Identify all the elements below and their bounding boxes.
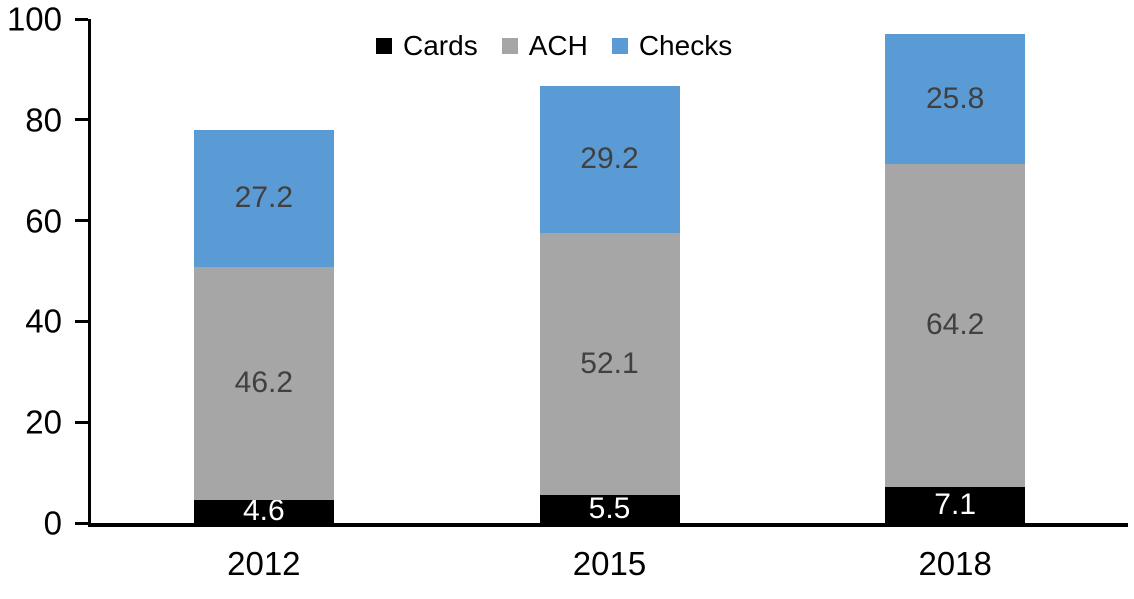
legend-swatch-icon <box>611 38 628 54</box>
bar-2018: 7.1 64.2 25.8 <box>885 19 1026 523</box>
bar-2015: 5.5 52.1 29.2 <box>539 19 680 526</box>
bar-segment-cards: 7.1 <box>885 487 1026 523</box>
legend-item-ach: ACH <box>501 30 588 61</box>
bar-segment-checks: 25.8 <box>885 33 1026 164</box>
x-tick-label: 2018 <box>918 545 992 582</box>
bar-value-label: 25.8 <box>925 81 985 115</box>
y-tick-label: 80 <box>25 101 62 139</box>
legend-label: Checks <box>638 30 733 61</box>
x-axis-line <box>88 523 1128 527</box>
bar-value-label: 29.2 <box>580 142 639 176</box>
plot-area: 0 20 40 60 80 100 4.6 46.2 27.2 5.5 52.1 29.2 7.1 64.… <box>7 3 1128 540</box>
bar-segment-cards: 5.5 <box>539 492 680 526</box>
x-tick-label: 2012 <box>227 545 301 582</box>
y-tick <box>75 420 88 424</box>
bar-segment-checks: 29.2 <box>539 85 680 233</box>
legend-label: ACH <box>528 30 588 61</box>
y-tick-label: 60 <box>25 202 62 240</box>
y-tick <box>75 118 88 122</box>
legend-swatch-icon <box>376 38 392 54</box>
bar-segment-ach: 46.2 <box>193 266 334 500</box>
y-axis-line <box>88 19 91 527</box>
legend-swatch-icon <box>501 38 518 54</box>
bar-value-label: 52.1 <box>580 346 639 380</box>
bar-value-label: 27.2 <box>234 181 294 215</box>
bar-segment-ach: 52.1 <box>539 232 680 496</box>
bar-segment-checks: 27.2 <box>193 129 334 267</box>
legend-item-checks: Checks <box>611 30 733 61</box>
bar-segment-ach: 64.2 <box>885 163 1026 488</box>
y-tick-label: 0 <box>43 504 62 542</box>
bar-value-label: 64.2 <box>925 308 985 342</box>
y-tick <box>75 219 88 223</box>
bar-value-label: 7.1 <box>934 488 977 522</box>
chart-legend: Cards ACH Checks <box>376 32 732 60</box>
y-tick-label: 40 <box>25 302 62 340</box>
y-tick-label: 100 <box>6 0 62 38</box>
y-tick <box>75 319 88 323</box>
y-tick <box>75 521 88 525</box>
bar-value-label: 4.6 <box>242 494 285 528</box>
bar-segment-cards: 4.6 <box>193 496 334 526</box>
bar-value-label: 46.2 <box>234 366 294 400</box>
y-tick-label: 20 <box>25 403 62 441</box>
legend-label: Cards <box>403 30 478 61</box>
legend-item-cards: Cards <box>376 32 478 60</box>
x-tick-label: 2015 <box>572 545 647 582</box>
bar-2012: 4.6 46.2 27.2 <box>193 19 334 526</box>
x-axis-labels: 2012 2015 2018 <box>91 547 1128 587</box>
bar-value-label: 5.5 <box>588 492 631 526</box>
y-tick <box>75 17 88 21</box>
